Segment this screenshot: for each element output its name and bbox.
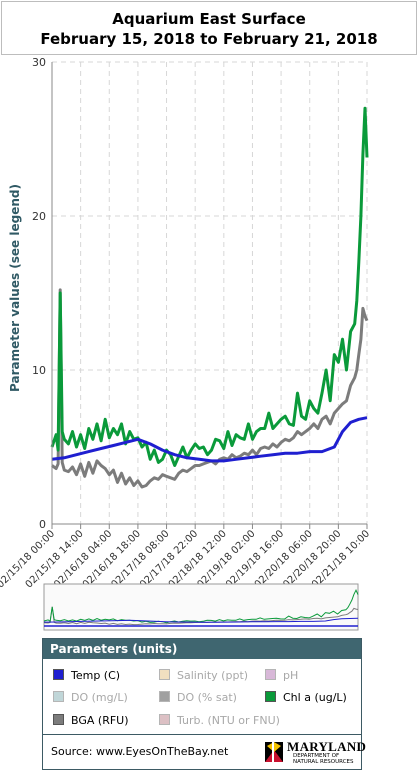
y-tick-label: 20 xyxy=(32,210,46,223)
legend-header: Parameters (units) xyxy=(43,639,361,659)
navigator-series xyxy=(43,589,359,624)
series-line-temp xyxy=(51,416,368,463)
legend-swatch xyxy=(159,669,170,680)
legend-label: DO (% sat) xyxy=(177,691,237,704)
navigator-frame xyxy=(43,583,359,631)
legend-swatch xyxy=(159,714,170,725)
legend-swatch xyxy=(265,669,276,680)
legend-label: Salinity (ppt) xyxy=(177,669,249,682)
chart-subtitle: February 15, 2018 to February 21, 2018 xyxy=(40,30,378,48)
legend-label: Temp (C) xyxy=(71,669,121,682)
legend-swatch xyxy=(53,669,64,680)
legend-panel: Parameters (units) Temp (C) Salinity (ppt… xyxy=(42,638,366,770)
legend-label: pH xyxy=(283,669,299,682)
legend-item[interactable]: pH xyxy=(265,669,298,683)
legend-label: BGA (RFU) xyxy=(71,714,129,727)
legend-item[interactable]: Chl a (ug/L) xyxy=(265,691,347,705)
legend-item[interactable]: DO (% sat) xyxy=(159,691,237,705)
legend-swatch xyxy=(53,691,64,702)
legend-item[interactable]: Turb. (NTU or FNU) xyxy=(159,714,280,728)
navigator-series xyxy=(43,617,359,623)
chart-title: Aquarium East Surface xyxy=(112,10,306,28)
series-line-bga xyxy=(51,288,369,489)
chart-title-box: Aquarium East Surface February 15, 2018 … xyxy=(1,1,417,55)
legend-swatch xyxy=(53,714,64,725)
series-line-chl xyxy=(50,106,369,467)
y-tick-label: 10 xyxy=(32,364,46,377)
legend-label: Turb. (NTU or FNU) xyxy=(177,714,280,727)
legend-footer: Source: www.EyesOnTheBay.net MARYLAND DE… xyxy=(43,734,366,769)
legend-swatch xyxy=(159,691,170,702)
legend-item[interactable]: BGA (RFU) xyxy=(53,714,129,728)
plot-area xyxy=(50,106,369,489)
maryland-dnr-logo: MARYLAND DEPARTMENT OF NATURAL RESOURCES xyxy=(263,738,366,766)
y-axis-label: Parameter values (see legend) xyxy=(8,184,22,392)
legend-label: DO (mg/L) xyxy=(71,691,128,704)
legend-item[interactable]: Temp (C) xyxy=(53,669,120,683)
logo-department: DEPARTMENT OF NATURAL RESOURCES xyxy=(293,753,354,765)
y-tick-label: 30 xyxy=(32,56,46,69)
logo-name: MARYLAND xyxy=(287,739,367,754)
y-tick-label: 0 xyxy=(39,518,46,531)
legend-swatch xyxy=(265,691,276,702)
navigator-overview[interactable] xyxy=(43,583,359,631)
grid-layer xyxy=(51,61,368,524)
legend-item[interactable]: Salinity (ppt) xyxy=(159,669,248,683)
legend-label: Chl a (ug/L) xyxy=(283,691,347,704)
legend-item[interactable]: DO (mg/L) xyxy=(53,691,128,705)
source-text: Source: www.EyesOnTheBay.net xyxy=(51,745,229,758)
maryland-flag-logo-icon xyxy=(265,742,283,762)
